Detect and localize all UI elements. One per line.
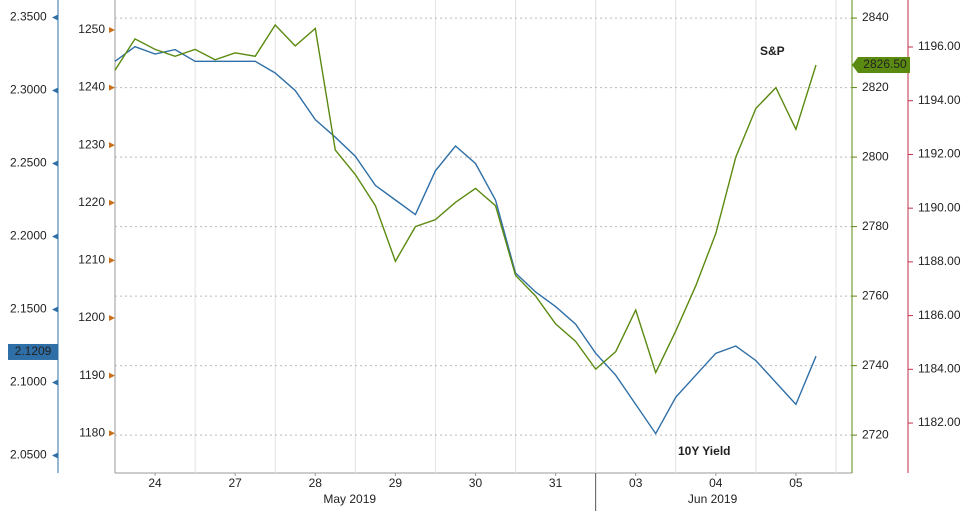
y2-tick-label: 2740 (862, 358, 889, 372)
y2-tick-label: 2780 (862, 219, 889, 233)
series-label: S&P (760, 44, 785, 58)
y-tick-label: 2.2000 (10, 229, 47, 243)
x-tick-label: 31 (549, 476, 563, 490)
y4-tick-label: 1188.00 (918, 254, 961, 268)
y3-tick-label: 1220 (78, 195, 105, 209)
y2-tick-label: 2840 (862, 10, 889, 24)
y3-tick-label: 1180 (79, 425, 105, 439)
y-tick (52, 379, 58, 386)
y3-tick-label: 1240 (78, 80, 105, 94)
y3-tick (109, 84, 115, 91)
y-tick (52, 452, 58, 459)
last-value-box (852, 56, 910, 73)
y3-tick (109, 142, 115, 149)
y-tick (52, 306, 58, 313)
y-tick-label: 2.2500 (10, 156, 47, 170)
last-value-label: 2.1209 (15, 344, 52, 358)
series-line (114, 23, 817, 375)
x-tick-label: 05 (789, 476, 803, 490)
y3-tick (109, 430, 115, 437)
series-label: 10Y Yield (678, 444, 730, 458)
y4-tick-label: 1194.00 (918, 93, 961, 107)
y4-tick-label: 1192.00 (918, 147, 961, 161)
y3-tick (109, 26, 115, 33)
month-label: Jun 2019 (688, 492, 738, 506)
x-tick-label: 24 (148, 476, 162, 490)
x-tick-label: 28 (309, 476, 323, 490)
y3-tick (109, 199, 115, 206)
series-line (114, 45, 817, 435)
x-tick-label: 29 (389, 476, 403, 490)
y4-tick-label: 1186.00 (918, 308, 961, 322)
y-tick (52, 14, 58, 21)
last-value-label: 2826.50 (863, 57, 907, 71)
y3-tick-label: 1230 (78, 137, 105, 151)
y3-tick-label: 1210 (78, 253, 105, 267)
y-tick (52, 87, 58, 94)
y3-tick (109, 257, 115, 264)
x-tick-label: 03 (629, 476, 643, 490)
x-tick-label: 04 (709, 476, 723, 490)
y-tick-label: 2.0500 (10, 448, 47, 462)
y3-tick (109, 372, 115, 379)
y-tick-label: 2.1500 (10, 302, 47, 316)
y2-tick-label: 2800 (862, 149, 889, 163)
y4-tick-label: 1196.00 (918, 39, 961, 53)
month-label: May 2019 (323, 492, 376, 506)
x-tick-label: 30 (469, 476, 483, 490)
last-value-box (8, 343, 58, 360)
y-tick-label: 2.3000 (10, 83, 47, 97)
y-tick-label: 2.3500 (10, 10, 47, 24)
y3-tick-label: 1190 (79, 368, 105, 382)
y-tick (52, 233, 58, 240)
y-tick (52, 160, 58, 167)
y3-tick-label: 1250 (78, 22, 105, 36)
x-tick-label: 27 (228, 476, 242, 490)
y-tick-label: 2.1000 (10, 375, 47, 389)
y2-tick-label: 2720 (862, 427, 889, 441)
y2-tick-label: 2820 (862, 80, 889, 94)
y3-tick (109, 315, 115, 322)
y3-tick-label: 1200 (78, 310, 105, 324)
y2-tick-label: 2760 (862, 288, 889, 302)
y4-tick-label: 1182.00 (918, 415, 961, 429)
y4-tick-label: 1184.00 (918, 361, 961, 375)
y4-tick-label: 1190.00 (918, 200, 961, 214)
